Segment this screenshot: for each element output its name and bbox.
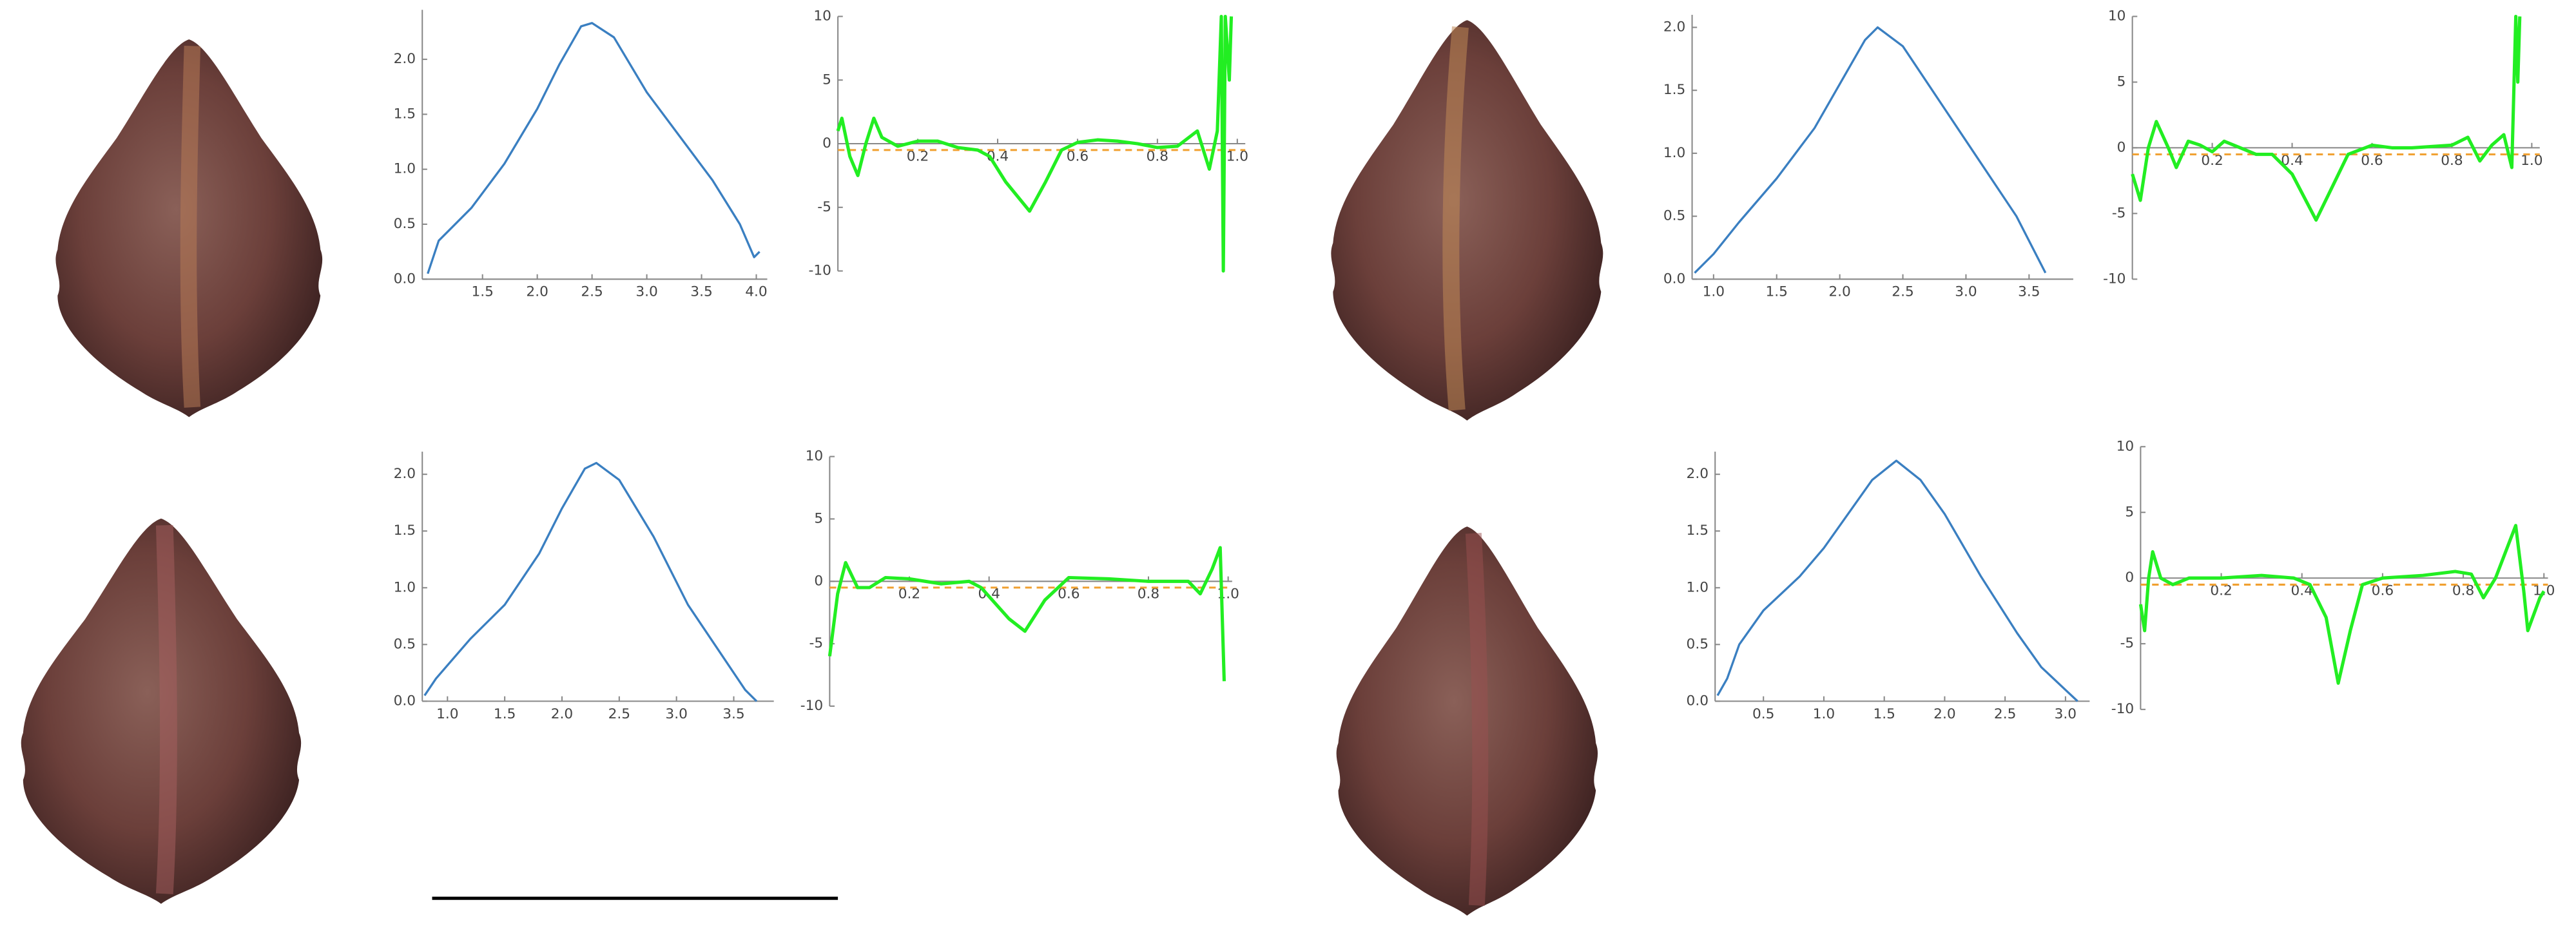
y-tick-label: 5 <box>822 72 831 88</box>
x-tick-label: 3.0 <box>665 706 687 722</box>
y-tick-label: 0.0 <box>394 271 416 287</box>
y-tick-label: -10 <box>2103 271 2126 287</box>
x-tick-label: 1.0 <box>1813 706 1835 722</box>
y-tick-label: 1.0 <box>394 579 416 595</box>
y-tick-label: 0 <box>2117 139 2126 155</box>
y-tick-label: 10 <box>2116 438 2135 454</box>
x-tick-label: 3.5 <box>722 706 744 722</box>
y-tick-label: 0.5 <box>394 636 416 652</box>
data-line <box>423 461 758 702</box>
x-tick-label: 1.5 <box>494 706 516 722</box>
y-tick-label: 5 <box>2117 73 2126 90</box>
x-tick-label: 2.5 <box>1994 706 2016 722</box>
y-tick-label: 1.5 <box>1663 82 1685 98</box>
y-tick-label: 0 <box>2125 570 2134 586</box>
x-tick-label: 2.0 <box>1828 284 1850 300</box>
data-line <box>1716 459 2078 702</box>
x-tick-label: 3.0 <box>635 284 657 300</box>
x-tick-label: 3.5 <box>2018 284 2040 300</box>
y-tick-label: 10 <box>806 448 824 465</box>
x-tick-label: 3.0 <box>1955 284 1977 300</box>
y-tick-label: 2.0 <box>1687 466 1709 482</box>
chart: 1.5 2.0 2.5 3.0 3.5 4.0 0.0 0.5 1.0 1.5 2.0 <box>394 10 768 300</box>
y-tick-label: 0 <box>822 135 831 151</box>
chart: 0.5 1.0 1.5 2.0 2.5 3.0 0.0 0.5 1.0 1.5 2.0 <box>1687 451 2090 722</box>
x-tick-label: 0.8 <box>1147 148 1168 164</box>
y-tick-label: 0.0 <box>1663 271 1685 287</box>
y-tick-label: 1.5 <box>394 106 416 122</box>
x-tick-label: 2.0 <box>551 706 573 722</box>
y-tick-label: 10 <box>813 8 831 24</box>
x-tick-label: 1.0 <box>1226 148 1248 164</box>
x-tick-label: 0.5 <box>1752 706 1774 722</box>
y-tick-label: -5 <box>2112 205 2126 221</box>
y-tick-label: -10 <box>2111 701 2134 717</box>
x-tick-label: 3.0 <box>2055 706 2077 722</box>
x-tick-label: 2.5 <box>581 284 603 300</box>
y-tick-label: 0.5 <box>1663 208 1685 224</box>
y-tick-label: 0.5 <box>394 216 416 232</box>
seed-image <box>1331 20 1603 421</box>
x-tick-label: 1.0 <box>436 706 458 722</box>
x-tick-label: 3.5 <box>690 284 712 300</box>
x-tick-label: 0.2 <box>898 586 920 602</box>
x-tick-label: 2.5 <box>1892 284 1913 300</box>
x-tick-label: 1.5 <box>1873 706 1895 722</box>
y-tick-label: 10 <box>2108 8 2126 24</box>
seed-image <box>55 39 323 417</box>
y-tick-label: 2.0 <box>394 51 416 67</box>
data-line <box>2131 14 2522 222</box>
y-tick-label: 0.5 <box>1687 636 1709 652</box>
x-tick-label: 4.0 <box>745 284 767 300</box>
data-line <box>1694 26 2047 274</box>
data-line <box>427 22 760 274</box>
y-tick-label: -5 <box>2120 635 2135 651</box>
seed-image <box>1336 526 1598 916</box>
y-tick-label: 0 <box>814 573 823 589</box>
x-tick-label: 0.8 <box>1138 586 1159 602</box>
x-tick-label: 2.0 <box>526 284 548 300</box>
y-tick-label: 0.0 <box>1687 693 1709 709</box>
data-line <box>828 546 1226 682</box>
y-tick-label: -5 <box>809 635 824 651</box>
chart: 1.0 1.5 2.0 2.5 3.0 3.5 0.0 0.5 1.0 1.5 2.0 <box>1663 14 2073 300</box>
x-tick-label: 1.0 <box>1703 284 1725 300</box>
y-tick-label: -10 <box>809 263 831 279</box>
y-tick-label: 5 <box>814 510 823 526</box>
x-tick-label: 1.5 <box>1766 284 1788 300</box>
y-tick-label: 1.5 <box>1687 523 1709 539</box>
y-tick-label: 0.0 <box>394 693 416 709</box>
y-tick-label: -5 <box>817 199 831 215</box>
y-tick-label: 5 <box>2125 504 2134 520</box>
y-tick-label: -10 <box>800 698 823 714</box>
x-tick-label: 1.5 <box>471 284 493 300</box>
y-tick-label: 2.0 <box>1663 19 1685 35</box>
y-tick-label: 2.0 <box>394 466 416 482</box>
x-tick-label: 0.6 <box>1067 148 1089 164</box>
chart: 1.0 1.5 2.0 2.5 3.0 3.5 0.0 0.5 1.0 1.5 2.0 <box>394 451 774 722</box>
y-tick-label: 1.0 <box>394 161 416 177</box>
x-tick-label: 2.0 <box>1933 706 1955 722</box>
y-tick-label: 1.0 <box>1663 145 1685 161</box>
x-tick-label: 0.6 <box>1058 586 1080 602</box>
data-line <box>836 14 1234 273</box>
y-tick-label: 1.0 <box>1687 579 1709 595</box>
x-tick-label: 0.2 <box>907 148 929 164</box>
data-line <box>2138 524 2546 685</box>
x-tick-label: 2.5 <box>608 706 630 722</box>
y-tick-label: 1.5 <box>394 523 416 539</box>
seed-image <box>21 518 302 904</box>
